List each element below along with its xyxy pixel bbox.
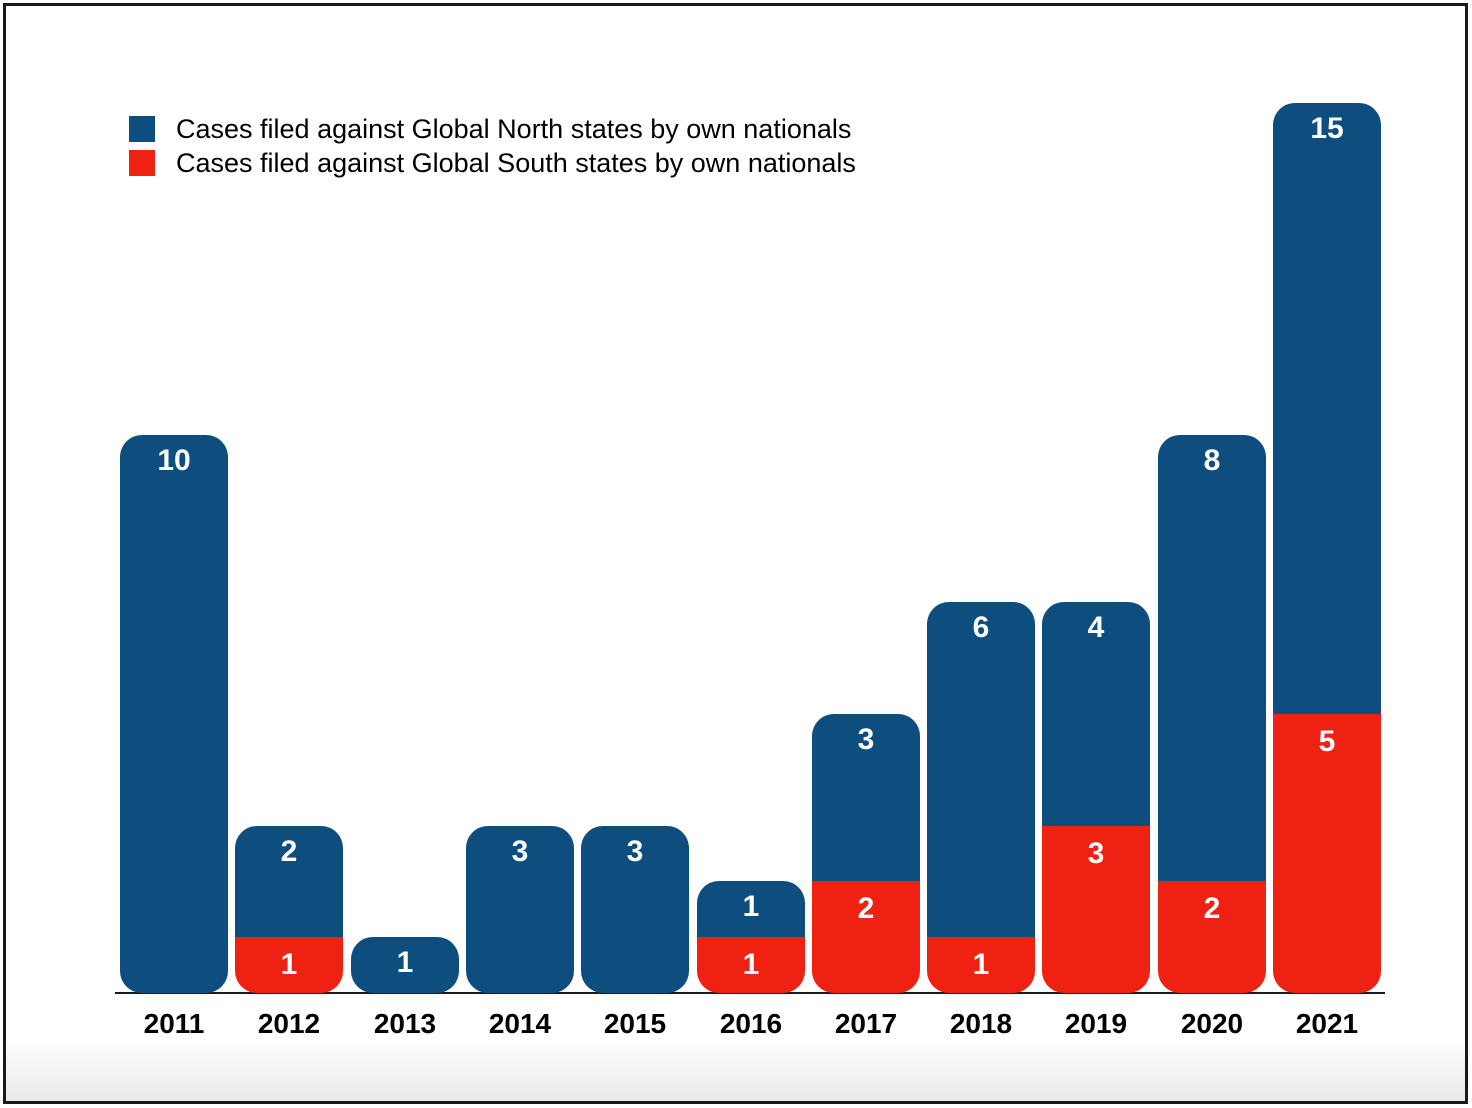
north-segment-2017: 3 bbox=[812, 714, 920, 881]
south-segment-2016: 1 bbox=[697, 937, 805, 993]
north-segment-2021: 15 bbox=[1273, 103, 1381, 714]
legend-label-north: Cases filed against Global North states … bbox=[176, 113, 852, 144]
legend: Cases filed against Global North states … bbox=[129, 113, 856, 184]
south-swatch-icon bbox=[129, 150, 155, 176]
north-value-label-2012: 2 bbox=[280, 835, 298, 868]
x-axis-label-2013: 2013 bbox=[373, 1008, 437, 1039]
north-value-label-2014: 3 bbox=[511, 835, 529, 868]
north-value-label-2018: 6 bbox=[972, 611, 990, 644]
south-value-label-2021: 5 bbox=[1318, 725, 1336, 758]
x-axis-label-2021: 2021 bbox=[1295, 1008, 1359, 1039]
bar-2013: 1 bbox=[351, 937, 459, 993]
north-segment-2012: 2 bbox=[235, 826, 343, 937]
bar-2021: 15 5 bbox=[1273, 103, 1381, 993]
north-segment-2019: 4 bbox=[1042, 602, 1150, 826]
south-segment-2019: 3 bbox=[1042, 826, 1150, 993]
north-value-label-2015: 3 bbox=[626, 835, 644, 868]
x-axis-label-2015: 2015 bbox=[603, 1008, 667, 1039]
north-segment-2016: 1 bbox=[697, 881, 805, 937]
north-value-label-2013: 1 bbox=[396, 946, 414, 979]
south-segment-2017: 2 bbox=[812, 881, 920, 993]
north-segment-2013: 1 bbox=[351, 937, 459, 993]
south-segment-2018: 1 bbox=[927, 937, 1035, 993]
x-axis-label-2012: 2012 bbox=[257, 1008, 321, 1039]
bar-2011: 10 bbox=[120, 435, 228, 993]
legend-item-north: Cases filed against Global North states … bbox=[129, 113, 856, 144]
x-axis-label-2014: 2014 bbox=[488, 1008, 552, 1039]
south-value-label-2017: 2 bbox=[857, 892, 875, 925]
south-value-label-2020: 2 bbox=[1203, 892, 1221, 925]
north-value-label-2017: 3 bbox=[857, 723, 875, 756]
x-axis-label-2018: 2018 bbox=[949, 1008, 1013, 1039]
north-value-label-2011: 10 bbox=[157, 444, 191, 477]
legend-label-south: Cases filed against Global South states … bbox=[176, 147, 856, 178]
x-axis-label-2011: 2011 bbox=[143, 1008, 205, 1039]
north-segment-2020: 8 bbox=[1158, 435, 1266, 881]
bar-2014: 3 bbox=[466, 826, 574, 993]
south-segment-2012: 1 bbox=[235, 937, 343, 993]
south-value-label-2016: 1 bbox=[742, 948, 760, 981]
x-axis-label-2016: 2016 bbox=[719, 1008, 783, 1039]
south-value-label-2018: 1 bbox=[972, 948, 990, 981]
north-value-label-2020: 8 bbox=[1203, 444, 1221, 477]
north-segment-2014: 3 bbox=[466, 826, 574, 993]
x-axis-label-2019: 2019 bbox=[1064, 1008, 1128, 1039]
x-axis-line bbox=[115, 992, 1385, 994]
north-swatch-icon bbox=[129, 116, 155, 142]
x-axis-label-2020: 2020 bbox=[1180, 1008, 1244, 1039]
north-value-label-2021: 15 bbox=[1310, 112, 1344, 145]
south-segment-2020: 2 bbox=[1158, 881, 1266, 993]
north-segment-2015: 3 bbox=[581, 826, 689, 993]
x-axis-label-2017: 2017 bbox=[834, 1008, 898, 1039]
south-value-label-2012: 1 bbox=[280, 948, 298, 981]
north-segment-2011: 10 bbox=[120, 435, 228, 993]
north-value-label-2016: 1 bbox=[742, 890, 760, 923]
south-value-label-2019: 3 bbox=[1087, 837, 1105, 870]
south-segment-2021: 5 bbox=[1273, 714, 1381, 993]
north-segment-2018: 6 bbox=[927, 602, 1035, 937]
legend-item-south: Cases filed against Global South states … bbox=[129, 147, 856, 178]
bar-2015: 3 bbox=[581, 826, 689, 993]
north-value-label-2019: 4 bbox=[1087, 611, 1105, 644]
